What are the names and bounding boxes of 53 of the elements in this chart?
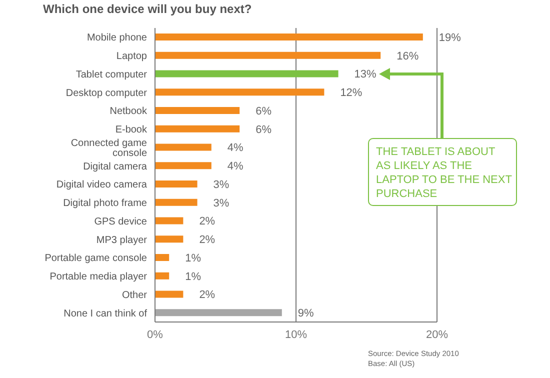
bar	[155, 70, 338, 78]
y-tick-label: Digital video camera	[56, 180, 148, 191]
y-tick-label: GPS device	[94, 216, 148, 228]
y-tick-label: Digital photo frame	[63, 198, 148, 210]
bar	[155, 88, 324, 96]
y-tick-label: Mobile phone	[86, 32, 148, 44]
data-label: 2%	[199, 216, 216, 228]
y-tick-label: E-book	[115, 124, 148, 136]
bar	[155, 125, 240, 132]
bar	[155, 217, 184, 224]
bar	[155, 236, 184, 243]
data-label: 2%	[199, 234, 216, 246]
y-tick-label: Connected game console	[70, 138, 148, 159]
bar	[155, 162, 212, 170]
bar	[155, 107, 240, 114]
data-label: 1%	[185, 270, 202, 283]
y-tick-label: Laptop	[116, 51, 148, 62]
bar	[155, 198, 198, 206]
bar	[155, 144, 212, 151]
data-label: 2%	[199, 289, 216, 302]
y-tick-label: Tablet computer	[76, 69, 148, 80]
y-tick-label: Portable game console	[44, 253, 148, 264]
y-tick-label: MP3 player	[96, 234, 148, 246]
data-label: 19%	[438, 32, 462, 44]
bar	[155, 290, 184, 298]
data-label: 1%	[185, 252, 202, 264]
data-label: 9%	[298, 308, 314, 320]
data-label: 4%	[227, 142, 244, 154]
bar	[155, 180, 198, 188]
data-label: 12%	[340, 87, 362, 100]
data-label: 4%	[227, 160, 244, 173]
data-label: 3%	[213, 197, 230, 210]
data-label: 6%	[256, 124, 272, 136]
y-tick-label: None I can think of	[64, 308, 148, 320]
bar	[155, 309, 282, 316]
bar	[155, 272, 170, 280]
x-tick-label: 0%	[147, 328, 164, 341]
y-tick-label: Other	[122, 290, 148, 301]
bar	[155, 52, 381, 59]
annotation: THE TABLET IS ABOUT AS LIKELY AS THE LAPTOP TO BE THE NEXT PURCHASE	[368, 138, 517, 206]
y-tick-label: Digital camera	[83, 161, 148, 172]
chart-title: Which one device will you buy next?	[43, 2, 252, 16]
bar	[155, 254, 170, 262]
y-tick-label: Portable media player	[50, 272, 148, 283]
data-label: 16%	[396, 50, 419, 62]
data-label: 3%	[213, 178, 230, 191]
data-label: 6%	[256, 105, 272, 118]
x-tick-label: 10%	[284, 328, 308, 341]
y-tick-label: Netbook	[110, 106, 148, 118]
data-label: 13%	[354, 68, 377, 81]
y-tick-label: Desktop computer	[66, 88, 148, 99]
x-tick-label: 20%	[426, 328, 448, 341]
bar	[155, 34, 423, 41]
